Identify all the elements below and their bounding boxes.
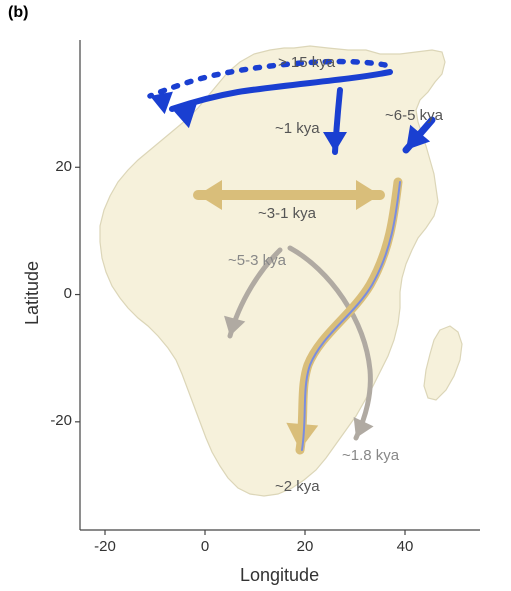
annotation: ~6-5 kya (385, 107, 444, 124)
annotation: ~1 kya (275, 120, 320, 137)
annotation: ~5-3 kya (228, 252, 287, 269)
x-tick-label: 40 (390, 538, 420, 555)
x-tick-label: 20 (290, 538, 320, 555)
panel-label: (b) (8, 4, 28, 22)
annotation: ~1.8 kya (342, 447, 400, 464)
y-tick-label: 0 (38, 285, 72, 302)
annotation: ~2 kya (275, 478, 320, 495)
plot-area: > 15 kya ~1 kya ~6-5 kya ~3-1 kya ~5-3 kya ~1… (80, 40, 480, 530)
annotation: > 15 kya (278, 54, 336, 71)
x-tick-label: 0 (190, 538, 220, 555)
madagascar (424, 326, 462, 400)
annotation: ~3-1 kya (258, 205, 317, 222)
y-tick-label: 20 (38, 158, 72, 175)
y-tick-label: -20 (38, 412, 72, 429)
figure-panel: (b) > 15 kya ~1 kya ~6-5 kya ~3-1 kya ~5-3 k… (0, 0, 511, 591)
x-tick-label: -20 (90, 538, 120, 555)
map-svg: > 15 kya ~1 kya ~6-5 kya ~3-1 kya ~5-3 kya ~1… (80, 40, 480, 530)
x-axis-label: Longitude (240, 565, 319, 586)
